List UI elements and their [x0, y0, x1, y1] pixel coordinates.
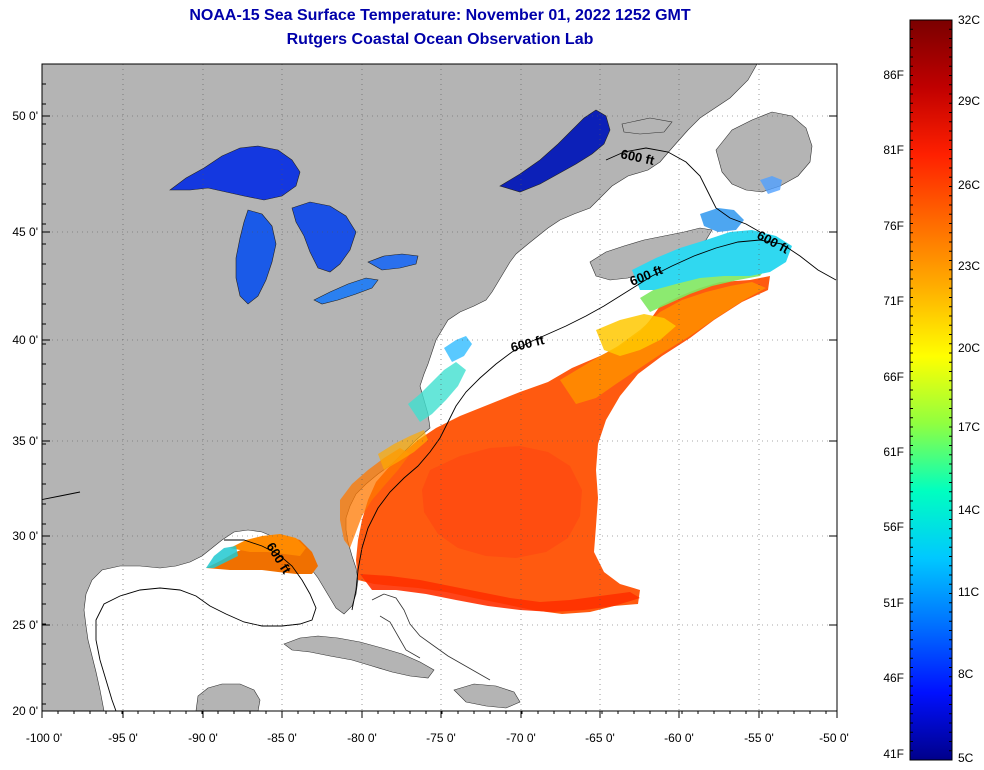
- sst-swath: [206, 176, 792, 614]
- lon-label: -65 0': [585, 731, 615, 745]
- lon-label: -50 0': [819, 731, 849, 745]
- lon-label: -80 0': [347, 731, 377, 745]
- land-yucatan: [195, 683, 261, 711]
- colorbar-celsius-label: 14C: [958, 503, 980, 517]
- colorbar-celsius-label: 20C: [958, 341, 980, 355]
- map-subtitle: Rutgers Coastal Ocean Observation Lab: [286, 31, 594, 48]
- map-border: [41, 63, 838, 712]
- lat-label: 40 0': [12, 333, 38, 347]
- colorbar-fahrenheit-label: 56F: [883, 520, 904, 534]
- lon-label: -90 0': [188, 731, 218, 745]
- colorbar-celsius-label: 17C: [958, 420, 980, 434]
- lake-huron: [291, 201, 357, 273]
- latitude-axis: 50 0' 45 0' 40 0' 35 0' 30 0' 25 0' 20 0…: [12, 109, 38, 718]
- axis-ticks: [41, 63, 838, 718]
- colorbar-celsius-label: 8C: [958, 667, 974, 681]
- colorbar-fahrenheit-label: 46F: [883, 671, 904, 685]
- land-anticosti: [621, 117, 673, 135]
- land-hispaniola: [453, 683, 521, 709]
- map-title: NOAA-15 Sea Surface Temperature: Novembe…: [189, 7, 691, 24]
- bahamas-banks: [371, 593, 491, 681]
- lake-michigan: [235, 209, 277, 305]
- lon-label: -85 0': [267, 731, 297, 745]
- lake-ontario: [367, 253, 419, 271]
- colorbar-celsius-label: 32C: [958, 13, 980, 27]
- longitude-axis: -100 0' -95 0' -90 0' -85 0' -80 0' -75 …: [26, 731, 849, 745]
- colorbar-scale: [909, 19, 953, 761]
- colorbar-celsius-label: 23C: [958, 259, 980, 273]
- colorbar-fahrenheit-label: 71F: [883, 294, 904, 308]
- colorbar-fahrenheit-label: 51F: [883, 596, 904, 610]
- isobath-600ft: [42, 147, 837, 711]
- lon-label: -60 0': [664, 731, 694, 745]
- colorbar-fahrenheit-label: 76F: [883, 219, 904, 233]
- temperature-colorbar: 86F 81F 76F 71F 66F 61F 56F 51F 46F 41F …: [883, 13, 980, 765]
- lat-label: 50 0': [12, 109, 38, 123]
- lake-superior: [169, 145, 301, 201]
- lat-label: 45 0': [12, 225, 38, 239]
- lon-label: -75 0': [426, 731, 456, 745]
- contour-label: 600 ft: [619, 146, 656, 168]
- colorbar-fahrenheit-label: 86F: [883, 68, 904, 82]
- colorbar-fahrenheit-label: 66F: [883, 370, 904, 384]
- lat-label: 30 0': [12, 529, 38, 543]
- colorbar-celsius-label: 29C: [958, 94, 980, 108]
- lon-label: -95 0': [108, 731, 138, 745]
- st-lawrence-river: [499, 109, 611, 193]
- colorbar-fahrenheit-label: 61F: [883, 445, 904, 459]
- lat-label: 25 0': [12, 618, 38, 632]
- colorbar-celsius-label: 11C: [958, 585, 979, 599]
- lat-label: 20 0': [12, 704, 38, 718]
- colorbar-celsius-label: 26C: [958, 178, 980, 192]
- lon-label: -70 0': [506, 731, 536, 745]
- lon-label: -100 0': [26, 731, 62, 745]
- lon-label: -55 0': [744, 731, 774, 745]
- colorbar-celsius-label: 5C: [958, 751, 974, 765]
- lat-label: 35 0': [12, 434, 38, 448]
- land-cuba: [283, 635, 435, 679]
- colorbar-fahrenheit-label: 81F: [883, 143, 904, 157]
- land-newfoundland: [715, 111, 813, 193]
- colorbar-fahrenheit-label: 41F: [883, 747, 904, 761]
